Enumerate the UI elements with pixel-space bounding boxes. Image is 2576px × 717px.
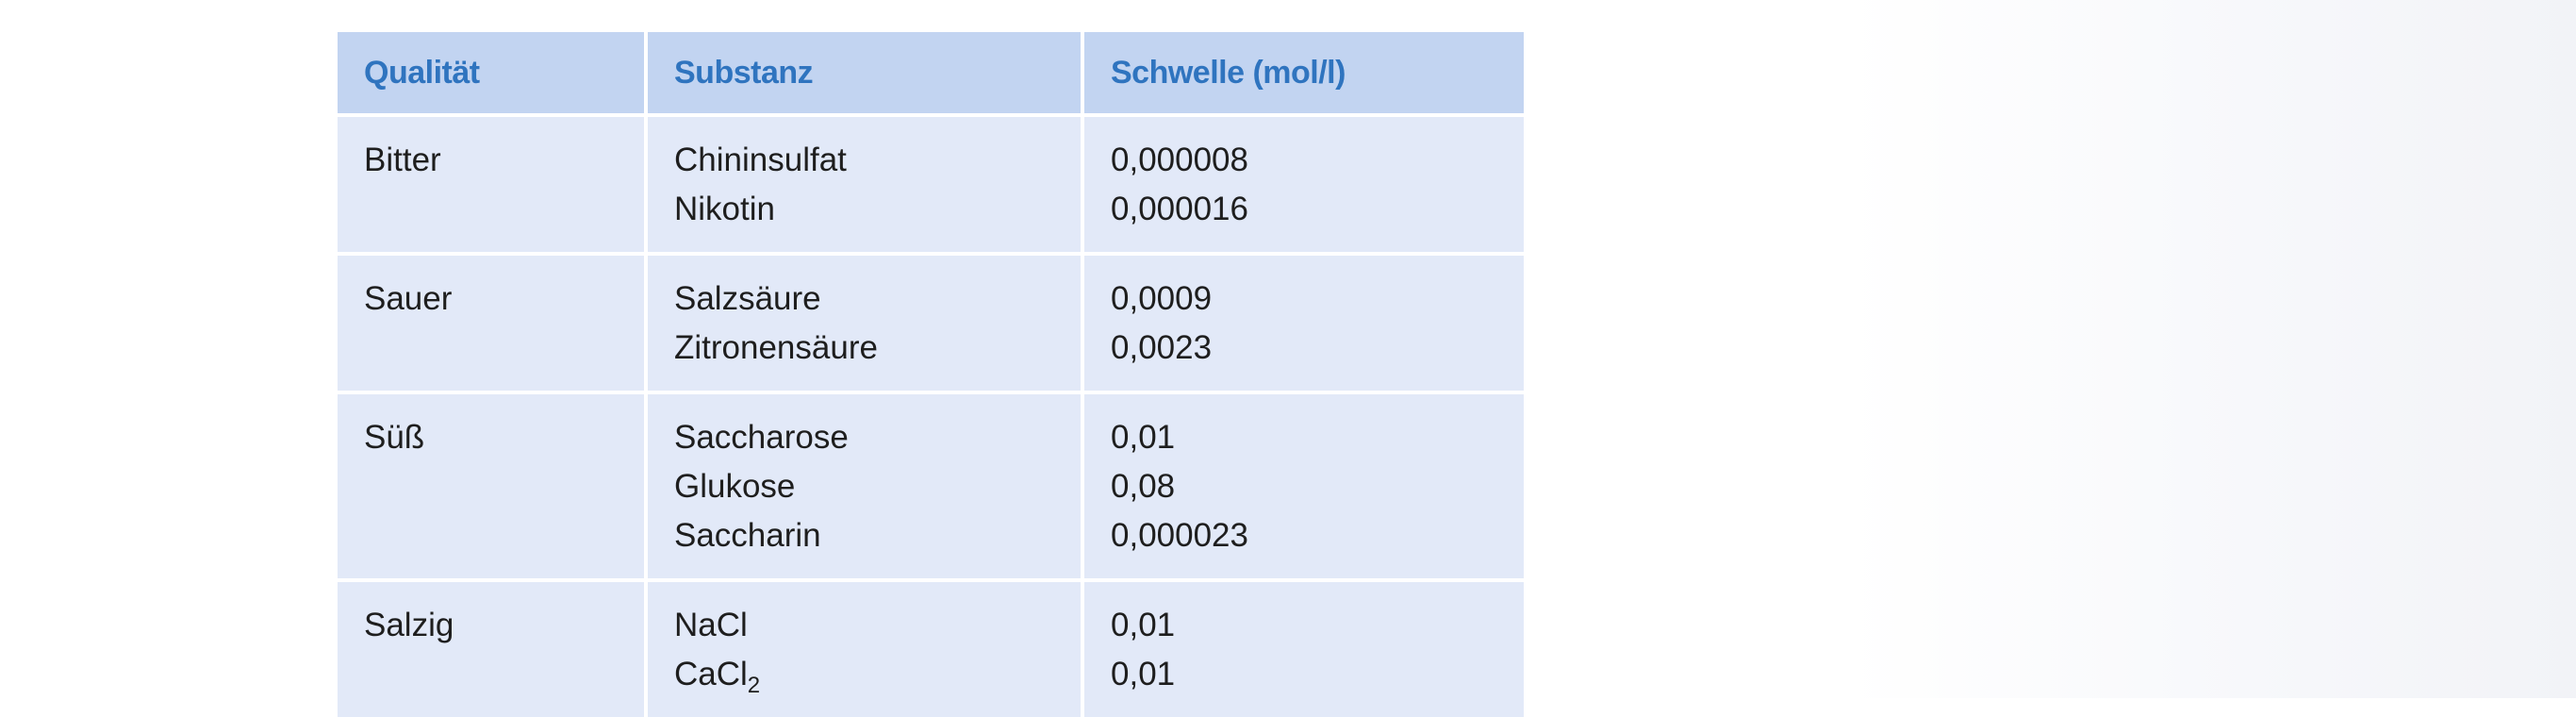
- threshold-value: 0,000008: [1111, 142, 1248, 178]
- table-row: Sauer Salzsäure Zitronensäure 0,0009 0,0023: [338, 252, 1524, 392]
- substance-name: Zitronensäure: [674, 324, 1081, 373]
- substance-name: Nikotin: [674, 185, 1081, 234]
- header-row: Qualität Substanz Schwelle (mol/l): [338, 32, 1524, 115]
- substance-cell: Saccharose Glukose Saccharin: [644, 391, 1084, 580]
- threshold-value: 0,01: [1111, 419, 1176, 456]
- substance-name: Chininsulfat: [674, 136, 1081, 185]
- threshold-value: 0,01: [1111, 607, 1176, 643]
- header-substance: Substanz: [644, 32, 1084, 115]
- quality-cell: Salzig: [338, 578, 648, 717]
- header-quality: Qualität: [338, 32, 648, 115]
- threshold-value: 0,0009: [1111, 280, 1213, 317]
- threshold-value: 0,0023: [1111, 329, 1213, 366]
- substance-text: Salzsäure: [674, 280, 821, 317]
- threshold-value: 0,000023: [1111, 517, 1248, 554]
- threshold-cell: 0,01 0,01: [1081, 578, 1524, 717]
- taste-threshold-table: Qualität Substanz Schwelle (mol/l) Bitte…: [338, 32, 1524, 717]
- substance-name: Salzsäure: [674, 275, 1081, 324]
- substance-text: Zitronensäure: [674, 329, 878, 366]
- quality-cell: Süß: [338, 391, 648, 580]
- substance-name: NaCl: [674, 601, 1081, 650]
- substance-name: Saccharin: [674, 511, 1081, 560]
- threshold-value: 0,08: [1111, 468, 1176, 505]
- substance-cell: Chininsulfat Nikotin: [644, 113, 1084, 254]
- substance-text: Saccharose: [674, 419, 849, 456]
- threshold-cell: 0,0009 0,0023: [1081, 252, 1524, 392]
- threshold-cell: 0,000008 0,000016: [1081, 113, 1524, 254]
- quality-cell: Bitter: [338, 113, 648, 254]
- page-background-shade: [1848, 0, 2576, 698]
- table-row: Salzig NaCl CaCl2 0,01 0,01: [338, 578, 1524, 717]
- quality-cell: Sauer: [338, 252, 648, 392]
- threshold-cell: 0,01 0,08 0,000023: [1081, 391, 1524, 580]
- substance-name: Glukose: [674, 462, 1081, 511]
- substance-text: Saccharin: [674, 517, 821, 554]
- substance-cell: NaCl CaCl2: [644, 578, 1084, 717]
- substance-text: Nikotin: [674, 191, 775, 227]
- table-row: Süß Saccharose Glukose Saccharin 0,01 0,08 0,0…: [338, 391, 1524, 580]
- table-row: Bitter Chininsulfat Nikotin 0,000008 0,00001…: [338, 113, 1524, 254]
- threshold-value: 0,01: [1111, 656, 1176, 692]
- taste-threshold-table-container: Qualität Substanz Schwelle (mol/l) Bitte…: [338, 32, 1524, 717]
- substance-subscript: 2: [747, 673, 761, 698]
- substance-name: CaCl2: [674, 650, 1081, 699]
- substance-text: CaCl: [674, 656, 748, 692]
- substance-text: NaCl: [674, 607, 748, 643]
- table-body: Bitter Chininsulfat Nikotin 0,000008 0,00001…: [338, 113, 1524, 717]
- threshold-value: 0,000016: [1111, 191, 1248, 227]
- substance-cell: Salzsäure Zitronensäure: [644, 252, 1084, 392]
- substance-text: Glukose: [674, 468, 796, 505]
- substance-name: Saccharose: [674, 413, 1081, 462]
- table-header: Qualität Substanz Schwelle (mol/l): [338, 32, 1524, 115]
- substance-text: Chininsulfat: [674, 142, 847, 178]
- header-threshold: Schwelle (mol/l): [1081, 32, 1524, 115]
